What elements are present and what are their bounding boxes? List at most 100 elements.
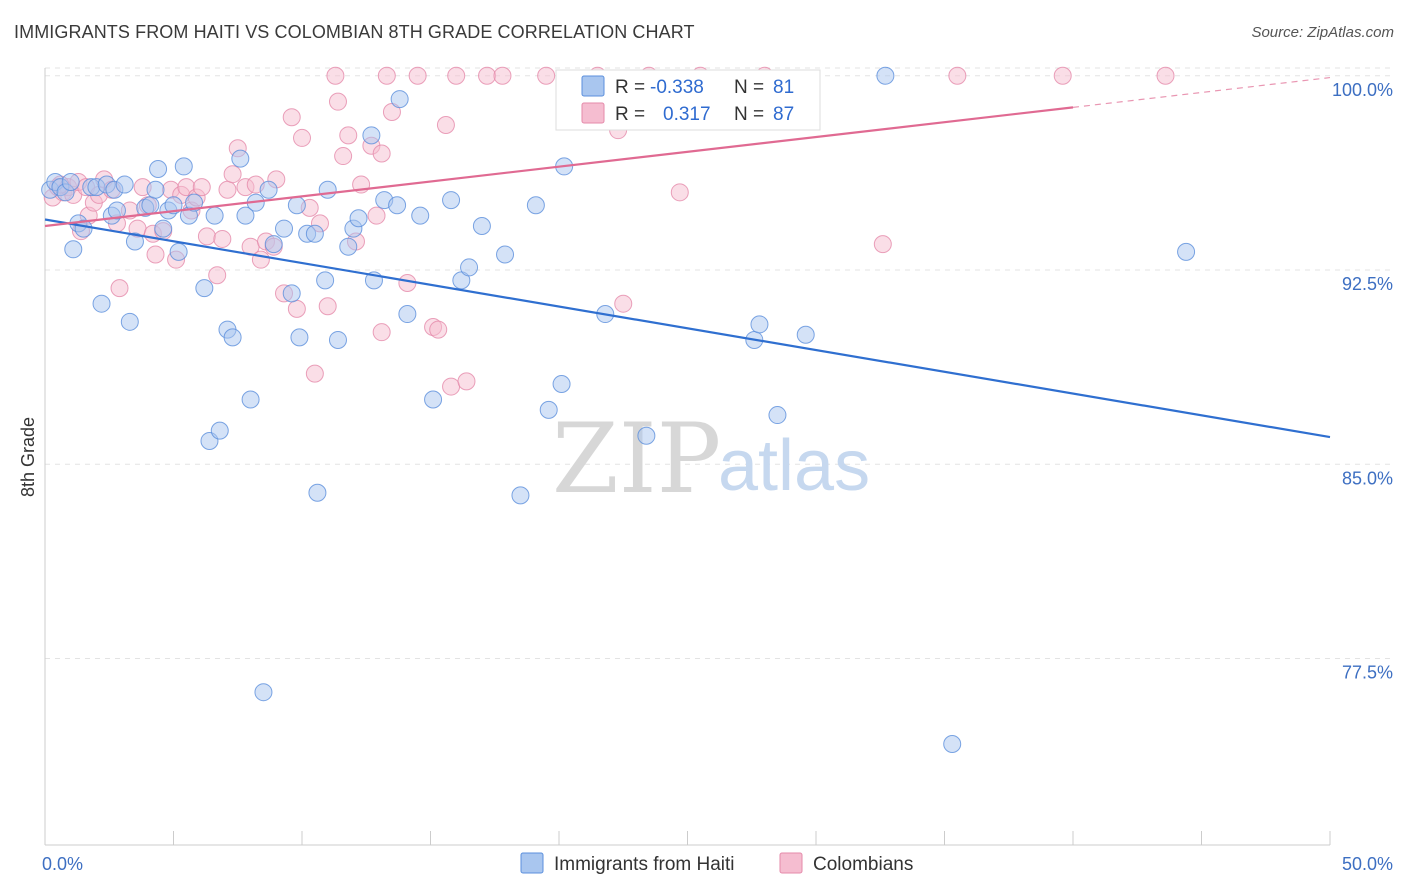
colombians-point [197, 227, 216, 246]
colombians-point [328, 92, 347, 111]
colombians-point [436, 115, 455, 134]
haiti-point [442, 191, 461, 210]
colombians-point [377, 66, 396, 85]
haiti-point [943, 734, 962, 753]
haiti-point [411, 206, 430, 225]
legend-haiti-label: Immigrants from Haiti [554, 854, 735, 875]
haiti-point [287, 196, 306, 215]
colombians-point [447, 66, 466, 85]
haiti-point [169, 242, 188, 261]
haiti-point [174, 157, 193, 176]
haiti-point [154, 219, 173, 238]
colombians-point [213, 229, 232, 248]
haiti-point [637, 426, 656, 445]
colombians-point [670, 183, 689, 202]
haiti-point [750, 315, 769, 334]
haiti-point [282, 284, 301, 303]
haiti-point [390, 90, 409, 109]
haiti-point [472, 216, 491, 235]
colombians-point [146, 245, 165, 264]
legend: Immigrants from Haiti Colombians [520, 852, 913, 875]
colombians-point [208, 266, 227, 285]
stats-haiti-r-value: -0.338 [650, 77, 704, 98]
haiti-point [496, 245, 515, 264]
legend-haiti-swatch [520, 852, 544, 874]
watermark-atlas: atlas [718, 426, 870, 506]
colombians-point [223, 165, 242, 184]
haiti-point [264, 235, 283, 254]
haiti-point [328, 330, 347, 349]
haiti-point [768, 406, 787, 425]
colombians-point [1053, 66, 1072, 85]
y-axis-title: 8th Grade [18, 417, 38, 497]
colombians-point [282, 108, 301, 127]
stats-box: R = -0.338 N = 81 R = 0.317 N = 87 [555, 69, 821, 131]
legend-col-label: Colombians [813, 854, 913, 875]
haiti-point [349, 209, 368, 228]
haiti-point [125, 232, 144, 251]
colombians-point [251, 250, 270, 269]
chart-title: IMMIGRANTS FROM HAITI VS COLOMBIAN 8TH G… [14, 22, 695, 42]
haiti-point [539, 400, 558, 419]
haiti-point [185, 193, 204, 212]
colombians-point [442, 377, 461, 396]
haiti-point [231, 149, 250, 168]
x-tick-label-min: 0.0% [42, 854, 83, 874]
stats-haiti-n-value: 81 [773, 77, 794, 98]
haiti-point [290, 328, 309, 347]
colombians-point [457, 372, 476, 391]
haiti-point [398, 305, 417, 324]
haiti-point [316, 271, 335, 290]
haiti-point [876, 66, 895, 85]
haiti-point [141, 196, 160, 215]
haiti-point [511, 486, 530, 505]
haiti-point [552, 374, 571, 393]
haiti-point [210, 421, 229, 440]
colombians-trend-line [44, 106, 1074, 228]
haiti-point [120, 312, 139, 331]
haiti-point [149, 160, 168, 179]
colombians-point [110, 279, 129, 298]
colombians-point [287, 299, 306, 318]
haiti-point [205, 206, 224, 225]
colombians-point [372, 323, 391, 342]
haiti-point [164, 196, 183, 215]
haiti-point [236, 206, 255, 225]
haiti-point [241, 390, 260, 409]
haiti-point [146, 180, 165, 199]
y-tick-label: 77.5% [1342, 663, 1393, 683]
source-label: Source: ZipAtlas.com [1251, 24, 1394, 41]
haiti-point [107, 201, 126, 220]
colombians-point [614, 294, 633, 313]
colombians-point [478, 66, 497, 85]
colombians-point [1156, 66, 1175, 85]
haiti-point [424, 390, 443, 409]
haiti-point [61, 172, 80, 191]
colombians-point [326, 66, 345, 85]
colombians-trend-extension [1072, 76, 1331, 108]
haiti-point [796, 325, 815, 344]
colombians-point [948, 66, 967, 85]
colombians-point [367, 206, 386, 225]
haiti-point [223, 328, 242, 347]
colombians-point [873, 235, 892, 254]
colombians-point [318, 297, 337, 316]
stats-col-n-value: 87 [773, 104, 794, 125]
haiti-point [388, 196, 407, 215]
haiti-point [195, 279, 214, 298]
trend-lines [44, 76, 1331, 439]
haiti-point [92, 294, 111, 313]
haiti-point [460, 258, 479, 277]
y-tick-label: 100.0% [1332, 80, 1393, 100]
haiti-point [64, 240, 83, 259]
colombians-point [334, 147, 353, 166]
colombians-point [408, 66, 427, 85]
haiti-point [526, 196, 545, 215]
stats-haiti-swatch [581, 75, 605, 97]
colombians-point [429, 320, 448, 339]
haiti-point [259, 180, 278, 199]
colombians-point [372, 144, 391, 163]
haiti-point [339, 237, 358, 256]
stats-col-r-label: R = [615, 104, 645, 125]
